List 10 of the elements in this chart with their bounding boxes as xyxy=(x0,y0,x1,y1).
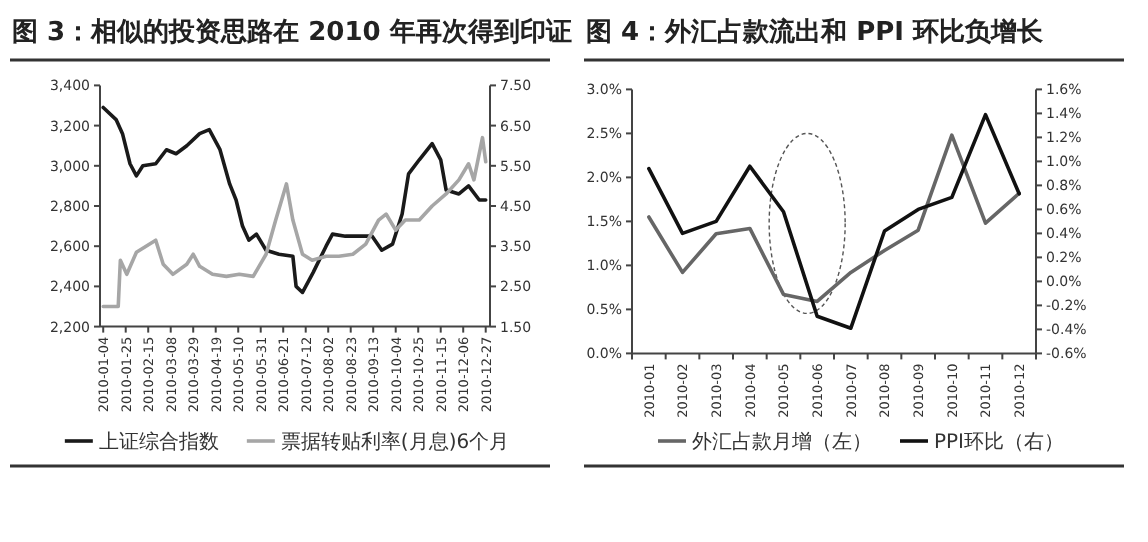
line-series xyxy=(647,133,1021,304)
legend-label: PPI环比（右） xyxy=(933,430,1065,454)
legend-label: 上证综合指数 xyxy=(98,430,219,454)
line-series xyxy=(101,105,488,295)
line-series xyxy=(647,112,1021,330)
legend-label: 票据转贴利率(月息)6个月 xyxy=(280,430,510,454)
legend-label: 外汇占款月增（左） xyxy=(691,430,872,454)
chart-title: 图 4：外汇占款流出和 PPI 环比负增长 xyxy=(586,16,1046,48)
line-series xyxy=(101,135,488,309)
chart-title: 图 3：相似的投资思路在 2010 年再次得到印证 xyxy=(12,16,572,48)
